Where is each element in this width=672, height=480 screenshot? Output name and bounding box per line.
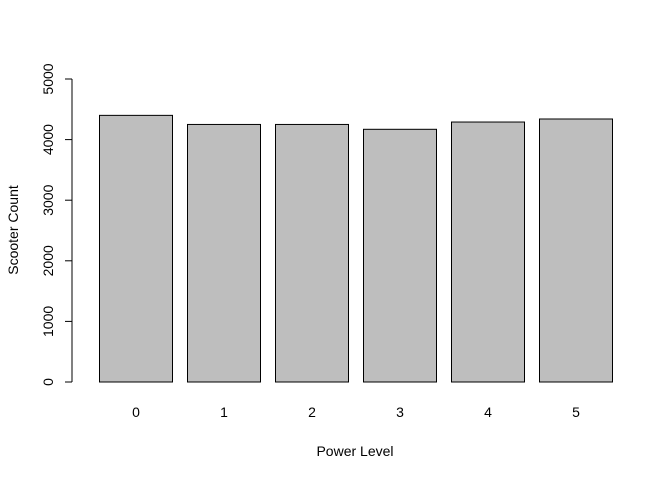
y-tick-label: 0	[40, 378, 56, 386]
x-tick-label: 4	[484, 404, 492, 420]
bars	[99, 114, 613, 383]
x-tick-labels: 0 1 2 3 4 5	[132, 404, 580, 420]
bar	[187, 123, 261, 383]
x-tick-label: 5	[572, 404, 580, 420]
x-axis-label: Power Level	[316, 443, 393, 459]
bar	[363, 128, 437, 383]
x-tick-label: 0	[132, 404, 140, 420]
y-tick-label: 2000	[40, 245, 56, 276]
y-tick-label: 4000	[40, 124, 56, 155]
y-axis-label: Scooter Count	[5, 185, 21, 275]
x-tick-label: 1	[220, 404, 228, 420]
bar	[451, 121, 525, 383]
y-axis: 0 1000 2000 3000 4000 5000	[40, 63, 73, 386]
y-tick-label: 1000	[40, 306, 56, 337]
y-tick-label: 5000	[40, 63, 56, 94]
x-tick-label: 2	[308, 404, 316, 420]
y-tick-label: 3000	[40, 184, 56, 215]
bar	[539, 118, 613, 383]
bar	[99, 114, 173, 383]
bar	[275, 123, 349, 383]
x-tick-label: 3	[396, 404, 404, 420]
